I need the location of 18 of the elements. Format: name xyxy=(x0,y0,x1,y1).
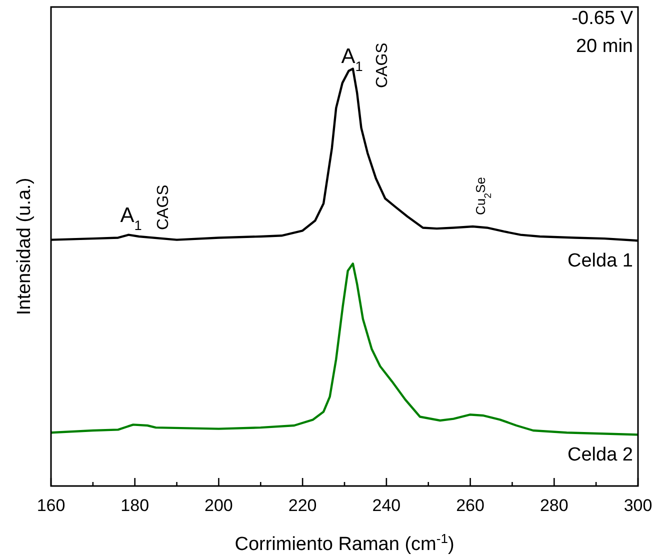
x-tick-label: 300 xyxy=(624,496,652,515)
text: 20 min xyxy=(576,36,633,57)
annotation: CAGS xyxy=(155,184,172,230)
x-tick-label: 260 xyxy=(456,496,484,515)
y-axis-title: Intensidad (u.a.) xyxy=(14,178,35,316)
x-tick-label: 180 xyxy=(120,496,150,515)
series-label: Celda 2 xyxy=(568,444,633,466)
annotation: A$_{1}$ xyxy=(341,45,363,74)
annotation: CAGS xyxy=(374,42,391,88)
text: -0.65 V xyxy=(572,8,634,29)
x-tick-label: 160 xyxy=(36,496,66,515)
x-tick-label: 240 xyxy=(372,496,401,515)
series-label: Celda 1 xyxy=(568,250,633,272)
x-tick-label: 200 xyxy=(204,496,233,515)
x-tick-label: 220 xyxy=(288,496,317,515)
x-axis-title: Corrimiento Raman (cm$^{-1}$) xyxy=(234,530,454,555)
x-tick-label: 280 xyxy=(540,496,568,515)
annotation: A$_{1}$ xyxy=(120,204,142,232)
